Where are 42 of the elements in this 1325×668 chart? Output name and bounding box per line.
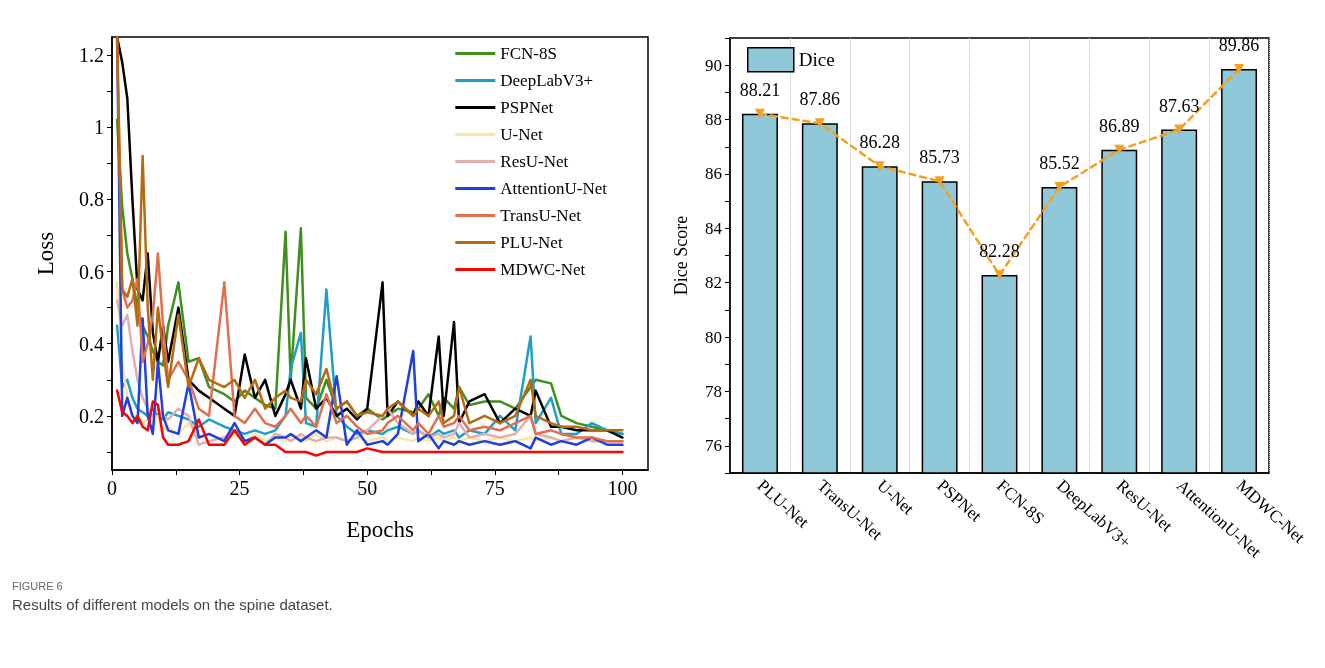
y-tick-label: 80 [705,327,722,347]
y-axis-title: Dice Score [671,215,691,296]
y-tick-label: 0.4 [79,332,104,355]
legend-label: ResU-Net [500,152,569,171]
y-tick-label: 1.2 [79,44,104,67]
y-tick-label: 78 [705,381,722,401]
data-label: 86.89 [1099,115,1140,136]
x-tick-label: 25 [229,477,250,499]
y-tick-label: 82 [705,273,722,293]
legend-label: PLU-Net [500,233,563,252]
y-tick-label: 86 [705,164,722,184]
y-tick-label: 76 [705,436,722,456]
y-tick-label: 1 [94,116,104,139]
x-tick-label: 50 [357,477,378,499]
x-tick-label: 100 [607,477,638,499]
data-label: 85.73 [919,147,960,168]
caption: FIGURE 6 [12,579,63,592]
legend-label: FCN-8S [500,44,557,63]
y-tick-label: 0.6 [79,260,104,283]
legend-label: DeepLabV3+ [500,71,593,90]
y-tick-label: 88 [705,110,722,130]
legend-label: Dice [798,49,835,71]
legend-label: TransU-Net [500,206,582,225]
y-tick-label: 0.2 [79,404,104,427]
y-tick-label: 90 [705,55,722,75]
legend-label: U-Net [500,125,544,144]
y-tick-label: 84 [705,218,723,238]
legend-label: MDWC-Net [500,260,586,279]
data-label: 85.52 [1039,152,1080,173]
data-label: 86.28 [859,132,900,153]
legend-label: PSPNet [500,98,554,117]
data-label: 88.21 [739,79,781,100]
legend-label: AttentionU-Net [500,179,608,198]
data-label: 89.86 [1218,34,1260,55]
x-axis-title: Epochs [346,517,414,542]
data-label: 87.86 [799,89,841,110]
y-axis-title: Loss [33,231,58,276]
y-tick-label: 0.8 [79,188,104,211]
data-label: 87.63 [1158,95,1200,116]
text: Results of different models on the spine dataset. [12,596,333,613]
x-tick-label: 0 [107,477,117,499]
x-tick-label: 75 [484,477,505,499]
